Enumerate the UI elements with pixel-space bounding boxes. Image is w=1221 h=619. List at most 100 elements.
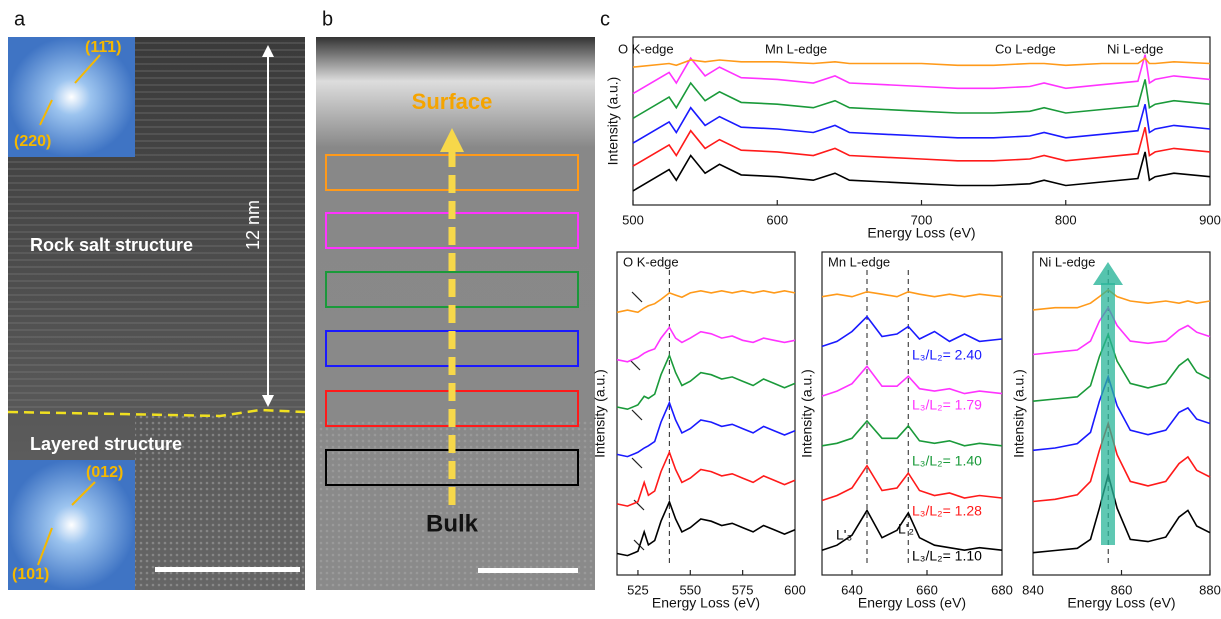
- spectrum: [1032, 471, 1211, 554]
- spectrum: [1032, 306, 1211, 356]
- arrow: [633, 499, 645, 511]
- spectrum: [1032, 332, 1211, 402]
- scale-bar: [155, 567, 300, 572]
- x-tick-label: 840: [1022, 582, 1044, 597]
- annotation: L₃/L₂= 1.10: [912, 548, 982, 564]
- region-label: Rock salt structure: [30, 235, 193, 255]
- spectrum: [632, 57, 1211, 68]
- panel-b: Surface Bulk: [316, 37, 595, 590]
- x-tick-label: 525: [627, 582, 649, 597]
- chart-title: O K-edge: [623, 254, 679, 269]
- spectrum: [616, 289, 796, 314]
- panel-label: c: [600, 8, 610, 30]
- arrow: [633, 539, 645, 551]
- pointer: [74, 54, 101, 84]
- edge-label: Ni L-edge: [1107, 41, 1163, 56]
- x-tick-label: 550: [679, 582, 701, 597]
- spectrum: [821, 365, 1003, 397]
- region-label: Bulk: [426, 510, 479, 537]
- panel-a: (11̄1) (220) Rock salt structure 12 nm L…: [7, 37, 306, 590]
- spectrum: [821, 419, 1003, 447]
- spectrum: [616, 499, 796, 557]
- lattice-texture: [135, 412, 305, 590]
- x-tick-label: 600: [766, 212, 788, 227]
- spectrum: [1032, 420, 1211, 503]
- annotation: L'₃: [836, 527, 852, 543]
- spectrum: [1032, 288, 1211, 311]
- region-label: Layered structure: [30, 434, 182, 454]
- region-label: Surface: [412, 89, 493, 114]
- y-axis-label: Intensity (a.u.): [605, 77, 621, 166]
- spectrum: [632, 126, 1211, 167]
- interface-line: [7, 408, 306, 418]
- edge-label: Mn L-edge: [765, 41, 827, 56]
- spectrum: [821, 464, 1003, 502]
- y-axis-label: Intensity (a.u.): [1011, 369, 1027, 458]
- spectrum: [821, 290, 1003, 298]
- annotation: L₃/L₂= 1.79: [912, 397, 982, 413]
- x-tick-label: 880: [1199, 582, 1221, 597]
- arrow-head: [262, 395, 274, 407]
- x-tick-label: 900: [1199, 212, 1221, 227]
- scale-bar: [478, 568, 578, 573]
- annotation: L'₂: [898, 521, 914, 537]
- scale-label: 12 nm: [243, 200, 263, 250]
- spectrum: [821, 315, 1003, 348]
- arrow-head: [262, 45, 274, 57]
- spectrum: [616, 325, 796, 363]
- edge-label: O K-edge: [618, 41, 674, 56]
- x-tick-label: 500: [622, 212, 644, 227]
- x-axis-label: Energy Loss (eV): [1067, 595, 1175, 611]
- fft-label: (11̄1): [85, 39, 121, 56]
- x-tick-label: 575: [732, 582, 754, 597]
- trend-arrow: [1101, 283, 1115, 545]
- arrow: [631, 291, 643, 303]
- panel-label: a: [14, 8, 26, 30]
- annotation: L₃/L₂= 1.40: [912, 453, 982, 469]
- annotation: L₃/L₂= 1.28: [912, 503, 982, 519]
- spectra: 500 600 700 800 900 Energy Loss (eV) Intensity…: [592, 36, 1221, 611]
- x-tick-label: 600: [784, 582, 806, 597]
- arrow-head: [1093, 262, 1123, 285]
- x-axis-label: Energy Loss (eV): [858, 595, 966, 611]
- pointer: [71, 481, 96, 506]
- fft-label: (012): [86, 464, 123, 481]
- panel-label: b: [322, 8, 333, 30]
- y-axis-label: Intensity (a.u.): [799, 369, 815, 458]
- fft-inset: [8, 37, 135, 157]
- x-axis-label: Energy Loss (eV): [652, 595, 760, 611]
- x-tick-label: 660: [916, 582, 938, 597]
- spectrum: [616, 353, 796, 411]
- y-axis-label: Intensity (a.u.): [592, 369, 608, 458]
- spectrum: [616, 450, 796, 507]
- fft-label: (220): [14, 133, 51, 150]
- arrow-head: [440, 128, 464, 152]
- x-tick-label: 800: [1055, 212, 1077, 227]
- x-tick-label: 700: [911, 212, 933, 227]
- spectrum: [1032, 374, 1211, 452]
- x-tick-label: 640: [841, 582, 863, 597]
- arrow: [631, 409, 643, 421]
- arrow: [631, 457, 643, 469]
- arrow: [629, 359, 641, 371]
- spectrum: [632, 79, 1211, 119]
- spectrum: [632, 151, 1211, 192]
- pointer: [37, 527, 53, 566]
- chart-title: Ni L-edge: [1039, 254, 1095, 269]
- spectrum: [616, 400, 796, 458]
- spectrum: [632, 103, 1211, 144]
- fft-inset: [8, 460, 135, 590]
- x-tick-label: 680: [991, 582, 1013, 597]
- spectrum: [821, 508, 1003, 552]
- plot-frame: [821, 251, 1003, 576]
- edge-label: Co L-edge: [995, 41, 1056, 56]
- chart-title: Mn L-edge: [828, 254, 890, 269]
- x-tick-label: 860: [1111, 582, 1133, 597]
- spectrum: [632, 54, 1211, 95]
- pointer: [39, 99, 53, 126]
- plot-frame: [616, 251, 796, 576]
- annotation: L₃/L₂= 2.40: [912, 347, 982, 363]
- pre-peak-arrows: [629, 291, 645, 551]
- x-axis-label: Energy Loss (eV): [867, 225, 975, 241]
